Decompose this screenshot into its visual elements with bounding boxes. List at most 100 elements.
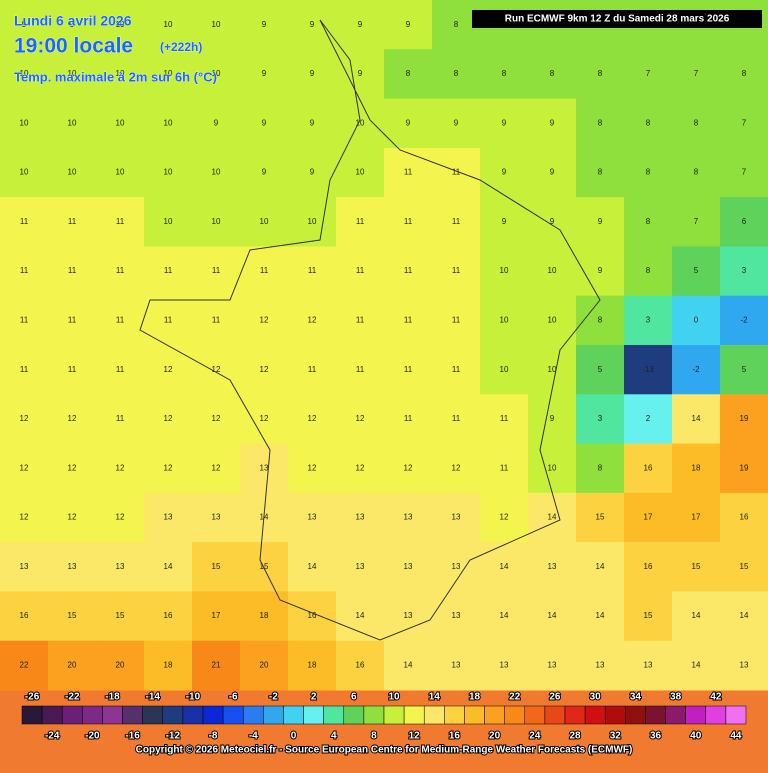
temperature-cell bbox=[144, 443, 193, 494]
legend-swatch bbox=[383, 705, 405, 725]
temperature-value: 10 bbox=[212, 217, 221, 226]
legend-swatch bbox=[423, 705, 445, 725]
legend-label: -14 bbox=[145, 692, 160, 703]
temperature-cell bbox=[192, 345, 241, 395]
temperature-cell bbox=[528, 492, 577, 543]
temperature-cell bbox=[384, 443, 433, 494]
temperature-value: 8 bbox=[598, 315, 603, 324]
temperature-value: 11 bbox=[308, 365, 317, 374]
legend-label: -10 bbox=[186, 692, 201, 703]
temperature-value: 18 bbox=[308, 660, 317, 669]
temperature-value: 7 bbox=[742, 168, 747, 177]
temperature-value: 9 bbox=[262, 168, 267, 177]
temperature-value: 11 bbox=[20, 217, 29, 226]
temperature-cell bbox=[432, 345, 481, 395]
temperature-cell bbox=[48, 98, 97, 149]
temperature-value: 8 bbox=[550, 69, 555, 78]
temperature-value: 11 bbox=[356, 365, 365, 374]
temperature-cell bbox=[48, 591, 97, 642]
temperature-value: 12 bbox=[20, 513, 29, 522]
temperature-value: 8 bbox=[598, 463, 603, 472]
temperature-cell bbox=[48, 492, 97, 543]
temperature-cell bbox=[192, 98, 241, 149]
temperature-cell bbox=[672, 345, 721, 395]
temperature-cell bbox=[192, 147, 241, 198]
temperature-value: 17 bbox=[212, 611, 221, 620]
temperature-value: 12 bbox=[164, 463, 173, 472]
temperature-value: 21 bbox=[212, 660, 221, 669]
legend-label: 22 bbox=[509, 692, 521, 703]
temperature-value: 9 bbox=[310, 118, 315, 127]
temperature-cell bbox=[384, 640, 433, 691]
temperature-cell bbox=[576, 98, 625, 149]
temperature-cell bbox=[384, 295, 433, 346]
temperature-cell bbox=[576, 542, 625, 592]
legend-label: -8 bbox=[209, 731, 218, 742]
temperature-value: 10 bbox=[20, 69, 29, 78]
temperature-value: 10 bbox=[356, 118, 365, 127]
temperature-cell bbox=[432, 147, 481, 198]
temperature-cell bbox=[144, 197, 193, 247]
temperature-value: 9 bbox=[262, 69, 267, 78]
temperature-cell bbox=[384, 0, 433, 50]
temperature-value: 11 bbox=[68, 315, 77, 324]
temperature-cell bbox=[336, 542, 385, 592]
legend-swatch bbox=[705, 705, 727, 725]
temperature-value: 8 bbox=[646, 168, 651, 177]
temperature-value: 12 bbox=[68, 414, 77, 423]
temperature-cell bbox=[240, 197, 289, 247]
temperature-value: 10 bbox=[20, 168, 29, 177]
temperature-value: 8 bbox=[646, 118, 651, 127]
temperature-value: 12 bbox=[212, 414, 221, 423]
temperature-value: 13 bbox=[308, 513, 317, 522]
parameter: Temp. maximale à 2m sur 6h (°C) bbox=[14, 69, 217, 84]
temperature-value: 9 bbox=[406, 20, 411, 29]
legend-label: 2 bbox=[311, 692, 317, 703]
temperature-cell bbox=[432, 394, 481, 445]
temperature-cell bbox=[480, 246, 529, 297]
temperature-cell bbox=[48, 640, 97, 691]
temperature-cell bbox=[336, 295, 385, 346]
legend-label: 42 bbox=[710, 692, 722, 703]
temperature-cell bbox=[672, 295, 721, 346]
temperature-cell bbox=[624, 147, 673, 198]
temperature-value: 9 bbox=[214, 118, 219, 127]
temperature-value: 11 bbox=[212, 315, 221, 324]
legend-label: 16 bbox=[449, 731, 461, 742]
temperature-cell bbox=[288, 0, 337, 50]
temperature-cell bbox=[48, 0, 97, 50]
legend-swatch bbox=[303, 705, 324, 725]
temperature-cell bbox=[336, 98, 385, 149]
temperature-cell bbox=[192, 49, 241, 100]
temperature-cell bbox=[336, 492, 385, 543]
temperature-cell bbox=[528, 591, 577, 642]
temperature-cell bbox=[0, 98, 49, 149]
temperature-value: 10 bbox=[548, 315, 557, 324]
temperature-value: 8 bbox=[598, 118, 603, 127]
temperature-value: 9 bbox=[598, 217, 603, 226]
temperature-value: 11 bbox=[308, 266, 317, 275]
temperature-cell bbox=[576, 443, 625, 494]
legend-label: 12 bbox=[409, 731, 421, 742]
temperature-value: 12 bbox=[116, 513, 125, 522]
temperature-cell bbox=[0, 49, 49, 100]
temperature-value: 9 bbox=[310, 168, 315, 177]
legend-swatch bbox=[584, 705, 606, 725]
temperature-value: 10 bbox=[164, 20, 173, 29]
temperature-cell bbox=[528, 394, 577, 445]
temperature-cell bbox=[480, 147, 529, 198]
temperature-cell bbox=[144, 345, 193, 395]
temperature-cell bbox=[96, 394, 145, 445]
temperature-cell bbox=[144, 147, 193, 198]
run-info: Run ECMWF 9km 12 Z du Samedi 28 mars 202… bbox=[505, 14, 730, 25]
temperature-value: 8 bbox=[406, 69, 411, 78]
legend-label: 6 bbox=[351, 692, 357, 703]
temperature-value: 13 bbox=[260, 463, 269, 472]
temperature-cell bbox=[624, 640, 673, 691]
temperature-value: 11 bbox=[452, 365, 461, 374]
lead-time: (+222h) bbox=[160, 40, 202, 54]
temperature-value: 12 bbox=[356, 414, 365, 423]
temperature-cell bbox=[432, 295, 481, 346]
temperature-value: 11 bbox=[500, 414, 509, 423]
legend-swatch bbox=[102, 705, 123, 725]
